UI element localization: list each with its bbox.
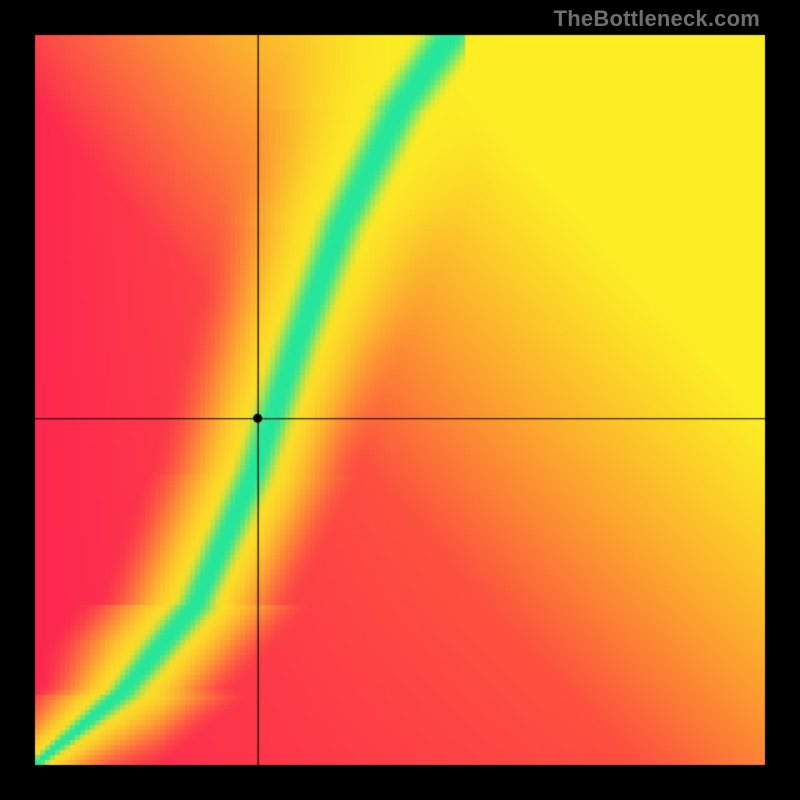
bottleneck-heatmap xyxy=(0,0,800,800)
watermark-text: TheBottleneck.com xyxy=(554,6,760,32)
